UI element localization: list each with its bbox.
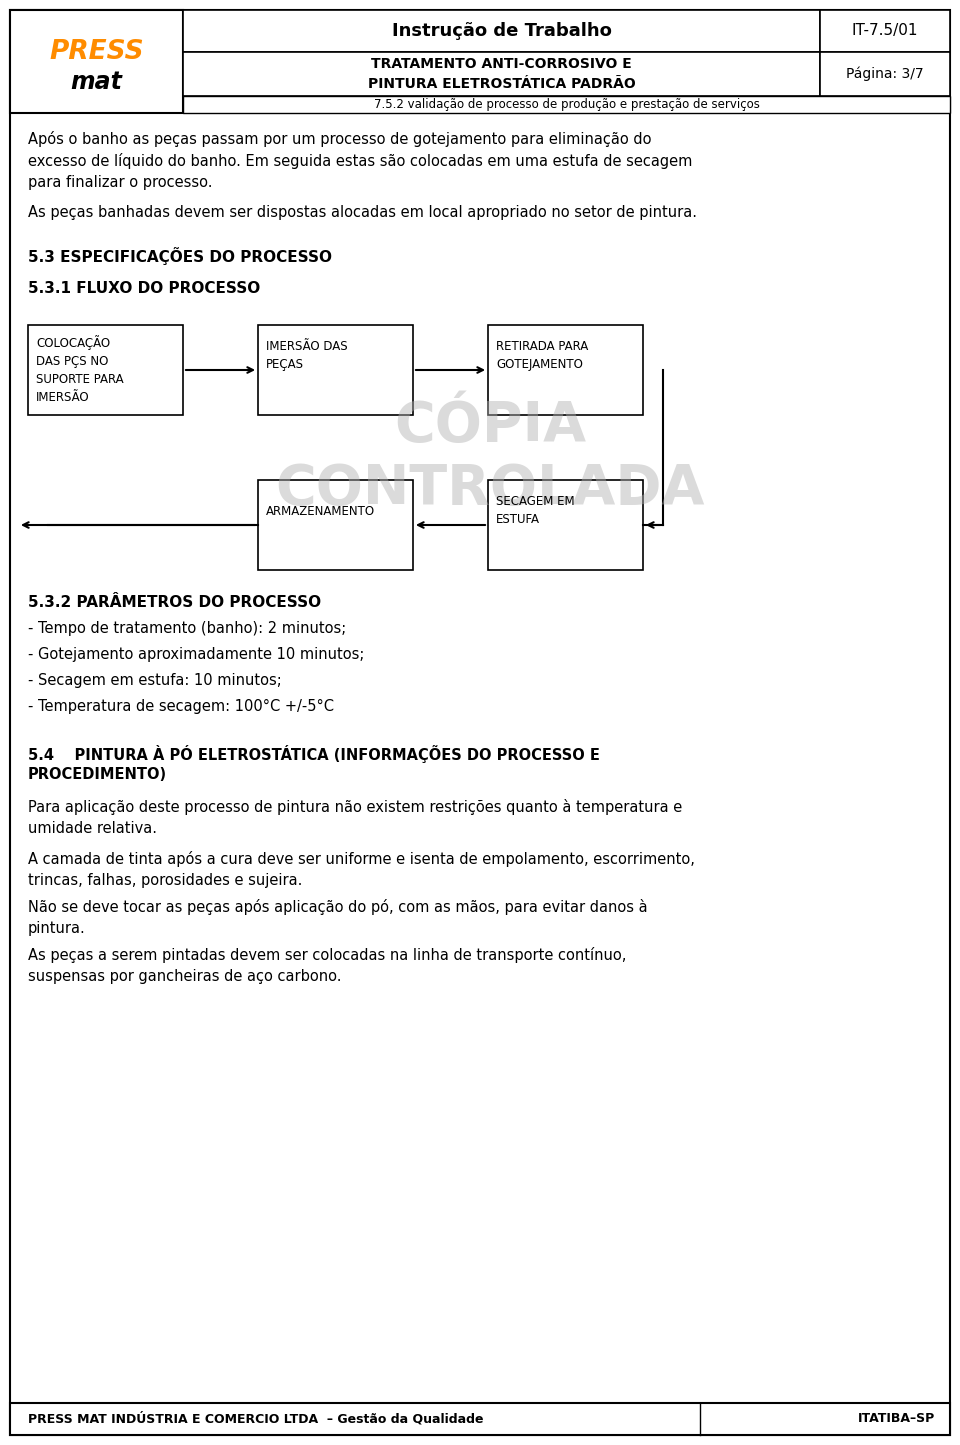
Text: ITATIBA–SP: ITATIBA–SP [857,1413,935,1426]
Text: COLOCAÇÃO
DAS PÇS NO
SUPORTE PARA
IMERSÃO: COLOCAÇÃO DAS PÇS NO SUPORTE PARA IMERSÃ… [36,335,124,405]
Text: PROCEDIMENTO): PROCEDIMENTO) [28,767,167,782]
Text: - Tempo de tratamento (banho): 2 minutos;: - Tempo de tratamento (banho): 2 minutos… [28,621,347,636]
Text: Instrução de Trabalho: Instrução de Trabalho [392,22,612,40]
Bar [183,95,950,113]
Bar [183,52,820,95]
Text: 5.3 ESPECIFICAÇÕES DO PROCESSO: 5.3 ESPECIFICAÇÕES DO PROCESSO [28,247,332,264]
Text: umidade relativa.: umidade relativa. [28,821,157,837]
Text: RETIRADA PARA
GOTEJAMENTO: RETIRADA PARA GOTEJAMENTO [496,340,588,371]
Text: para finalizar o processo.: para finalizar o processo. [28,175,212,189]
Text: PRESS: PRESS [49,39,144,65]
Text: ARMAZENAMENTO: ARMAZENAMENTO [266,504,375,517]
Text: A camada de tinta após a cura deve ser uniforme e isenta de empolamento, escorri: A camada de tinta após a cura deve ser u… [28,851,695,867]
Bar [488,480,643,569]
Text: Página: 3/7: Página: 3/7 [846,66,924,81]
Bar [258,325,413,415]
Bar [488,325,643,415]
Bar [258,480,413,569]
Bar [10,1403,950,1435]
Text: IT-7.5/01: IT-7.5/01 [852,23,919,39]
Text: suspensas por gancheiras de aço carbono.: suspensas por gancheiras de aço carbono. [28,970,342,984]
Text: TRATAMENTO ANTI-CORROSIVO E
PINTURA ELETROSTÁTICA PADRÃO: TRATAMENTO ANTI-CORROSIVO E PINTURA ELET… [368,58,636,91]
Bar [183,10,820,52]
Text: Não se deve tocar as peças após aplicação do pó, com as mãos, para evitar danos : Não se deve tocar as peças após aplicaçã… [28,899,648,915]
Bar [820,52,950,95]
Text: Após o banho as peças passam por um processo de gotejamento para eliminação do: Após o banho as peças passam por um proc… [28,131,652,147]
Text: - Gotejamento aproximadamente 10 minutos;: - Gotejamento aproximadamente 10 minutos… [28,647,365,662]
Text: As peças a serem pintadas devem ser colocadas na linha de transporte contínuo,: As peças a serem pintadas devem ser colo… [28,946,626,962]
Text: SECAGEM EM
ESTUFA: SECAGEM EM ESTUFA [496,496,575,526]
Text: - Temperatura de secagem: 100°C +/-5°C: - Temperatura de secagem: 100°C +/-5°C [28,699,334,714]
Text: CÓPIA
CONTROLADA: CÓPIA CONTROLADA [276,399,706,516]
Text: mat: mat [71,69,123,94]
Text: 5.3.2 PARÂMETROS DO PROCESSO: 5.3.2 PARÂMETROS DO PROCESSO [28,595,322,610]
Bar [28,325,183,415]
Text: As peças banhadas devem ser dispostas alocadas em local apropriado no setor de p: As peças banhadas devem ser dispostas al… [28,205,697,220]
Text: Para aplicação deste processo de pintura não existem restrições quanto à tempera: Para aplicação deste processo de pintura… [28,799,683,815]
Bar [10,10,183,113]
Text: 7.5.2 validação de processo de produção e prestação de serviços: 7.5.2 validação de processo de produção … [373,98,759,111]
Text: 5.4    PINTURA À PÓ ELETROSTÁTICA (INFORMAÇÕES DO PROCESSO E: 5.4 PINTURA À PÓ ELETROSTÁTICA (INFORMAÇ… [28,746,600,763]
Text: PRESS MAT INDÚSTRIA E COMERCIO LTDA  – Gestão da Qualidade: PRESS MAT INDÚSTRIA E COMERCIO LTDA – Ge… [28,1412,484,1426]
Text: - Secagem em estufa: 10 minutos;: - Secagem em estufa: 10 minutos; [28,673,281,688]
Text: pintura.: pintura. [28,920,85,936]
Text: IMERSÃO DAS
PEÇAS: IMERSÃO DAS PEÇAS [266,340,348,371]
Text: 5.3.1 FLUXO DO PROCESSO: 5.3.1 FLUXO DO PROCESSO [28,280,260,296]
Text: excesso de líquido do banho. Em seguida estas são colocadas em uma estufa de sec: excesso de líquido do banho. Em seguida … [28,153,692,169]
Bar [820,10,950,52]
Text: trincas, falhas, porosidades e sujeira.: trincas, falhas, porosidades e sujeira. [28,873,302,889]
